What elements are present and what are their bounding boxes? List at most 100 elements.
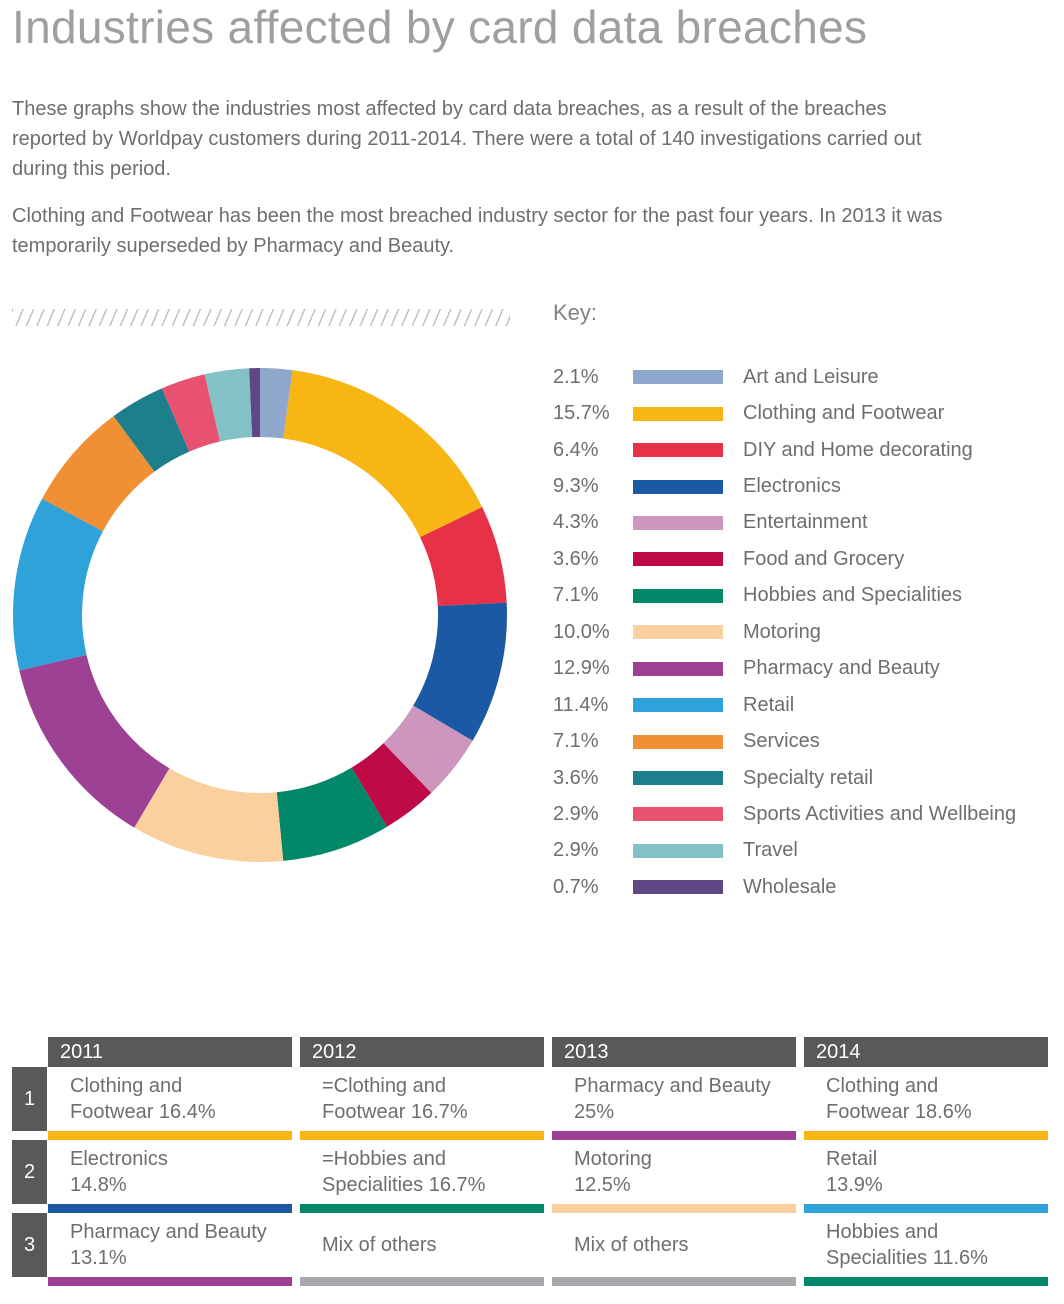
- legend-label: Motoring: [743, 620, 821, 643]
- legend-row-entertainment: 4.3% Entertainment: [553, 505, 1016, 541]
- legend-row-art-and-leisure: 2.1% Art and Leisure: [553, 359, 1016, 395]
- legend-color-swatch: [633, 698, 723, 713]
- year-column-2013: 2013 Pharmacy and Beauty 25% Motoring 12.5…: [552, 1037, 796, 1286]
- legend-percent-label: 6.4%: [553, 438, 599, 461]
- rank-number-3: 3: [12, 1213, 47, 1277]
- table-cell-2011-rank1: Clothing and Footwear 16.4%: [48, 1067, 292, 1131]
- legend-label: Electronics: [743, 475, 841, 498]
- rank-number-1: 1: [12, 1067, 47, 1131]
- legend-color-swatch: [633, 552, 723, 567]
- legend-row-pharmacy-and-beauty: 12.9% Pharmacy and Beauty: [553, 651, 1016, 687]
- legend-row-diy-and-home-decorating: 6.4% DIY and Home decorating: [553, 432, 1016, 468]
- legend-row-services: 7.1% Services: [553, 723, 1016, 759]
- legend-label: Retail: [743, 693, 795, 716]
- donut-slice-services: [42, 416, 155, 532]
- table-cell-bar: [48, 1204, 292, 1213]
- key-label: Key:: [553, 300, 598, 325]
- donut-slice-motoring: [134, 768, 284, 863]
- table-cell-bar: [48, 1277, 292, 1286]
- table-cell-bar: [300, 1204, 544, 1213]
- legend-percent-label: 2.1%: [553, 365, 599, 388]
- table-cell-bar: [552, 1131, 796, 1140]
- legend-color-swatch: [633, 406, 723, 421]
- legend-percent-label: 2.9%: [553, 839, 599, 862]
- legend-percent-label: 0.7%: [553, 875, 599, 898]
- legend-label: DIY and Home decorating: [743, 438, 973, 461]
- table-cell-bar: [48, 1131, 292, 1140]
- legend-percent-label: 15.7%: [553, 402, 610, 425]
- legend-row-sports-activities-and-wellbeing: 2.9% Sports Activities and Wellbeing: [553, 796, 1016, 832]
- table-cell-2013-rank3: Mix of others: [552, 1213, 796, 1277]
- legend-color-swatch: [633, 880, 723, 895]
- rank-number-column: 1 2 3: [12, 1067, 47, 1286]
- donut-slice-electronics: [413, 602, 507, 741]
- legend-row-retail: 11.4% Retail: [553, 687, 1016, 723]
- table-cell-2012-rank3: Mix of others: [300, 1213, 544, 1277]
- table-cell-2013-rank1: Pharmacy and Beauty 25%: [552, 1067, 796, 1131]
- table-cell-bar: [552, 1277, 796, 1286]
- donut-slice-pharmacy-and-beauty: [19, 654, 170, 828]
- table-cell-2014-rank1: Clothing and Footwear 18.6%: [804, 1067, 1048, 1131]
- donut-slice-specialty-retail: [113, 388, 190, 472]
- legend-color-swatch: [633, 588, 723, 603]
- legend-row-wholesale: 0.7% Wholesale: [553, 869, 1016, 905]
- legend-color-swatch: [633, 843, 723, 858]
- legend-color-swatch: [633, 515, 723, 530]
- table-cell-bar: [804, 1204, 1048, 1213]
- donut-slice-travel: [204, 368, 253, 442]
- legend-percent-label: 11.4%: [553, 693, 609, 716]
- donut-slice-sports-activities-and-wellbeing: [161, 374, 221, 452]
- table-cell-text: =Clothing and Footwear 16.7%: [322, 1075, 468, 1123]
- legend-label: Sports Activities and Wellbeing: [743, 802, 1017, 825]
- page-title: Industries affected by card data breache…: [12, 1, 868, 53]
- donut-chart: [13, 368, 507, 863]
- legend-label: Travel: [743, 839, 798, 862]
- legend-percent-label: 4.3%: [553, 511, 599, 534]
- table-cell-text: Pharmacy and Beauty 25%: [574, 1075, 771, 1123]
- table-cell-2012-rank2: =Hobbies and Specialities 16.7%: [300, 1140, 544, 1204]
- legend-label: Services: [743, 730, 820, 753]
- legend-percent-label: 12.9%: [553, 657, 610, 680]
- legend-color-swatch: [633, 443, 723, 458]
- donut-slice-hobbies-and-specialities: [276, 767, 388, 861]
- year-header-2013: 2013: [552, 1037, 796, 1067]
- legend-color-swatch: [633, 479, 723, 494]
- legend-label: Specialty retail: [743, 766, 874, 789]
- donut-slice-entertainment: [383, 705, 473, 793]
- donut-slice-clothing-and-footwear: [283, 370, 483, 538]
- table-cell-bar: [552, 1204, 796, 1213]
- legend-row-clothing-and-footwear: 15.7% Clothing and Footwear: [553, 395, 1016, 431]
- legend-row-electronics: 9.3% Electronics: [553, 468, 1016, 504]
- legend-percent-label: 7.1%: [553, 584, 599, 607]
- table-cell-bar: [300, 1277, 544, 1286]
- legend-percent-label: 2.9%: [553, 802, 599, 825]
- table-cell-text: Clothing and Footwear 18.6%: [826, 1075, 972, 1123]
- table-cell-2011-rank2: Electronics 14.8%: [48, 1140, 292, 1204]
- intro-paragraph-2: Clothing and Footwear has been the most …: [12, 205, 943, 257]
- table-cell-2013-rank2: Motoring 12.5%: [552, 1140, 796, 1204]
- legend-row-specialty-retail: 3.6% Specialty retail: [553, 760, 1016, 796]
- year-column-2014: 2014 Clothing and Footwear 18.6% Retail 13…: [804, 1037, 1048, 1286]
- legend-label: Food and Grocery: [743, 547, 905, 570]
- table-cell-text: Hobbies and Specialities 11.6%: [826, 1221, 988, 1269]
- table-cell-bar: [804, 1131, 1048, 1140]
- year-header-2012: 2012: [300, 1037, 544, 1067]
- legend-color-swatch: [633, 807, 723, 822]
- hatch-divider: [12, 309, 510, 326]
- year-header-2014: 2014: [804, 1037, 1048, 1067]
- donut-slice-diy-and-home-decorating: [420, 507, 507, 607]
- legend-row-travel: 2.9% Travel: [553, 833, 1016, 869]
- donut-slice-art-and-leisure: [260, 368, 293, 439]
- legend-percent-label: 3.6%: [553, 766, 599, 789]
- donut-slice-retail: [13, 498, 103, 671]
- table-cell-text: =Hobbies and Specialities 16.7%: [322, 1148, 486, 1196]
- legend-label: Pharmacy and Beauty: [743, 657, 940, 680]
- table-cell-2012-rank1: =Clothing and Footwear 16.7%: [300, 1067, 544, 1131]
- year-columns: 2011 Clothing and Footwear 16.4% Electroni…: [48, 1037, 1048, 1286]
- table-cell-text: Pharmacy and Beauty 13.1%: [70, 1221, 267, 1269]
- legend-color-swatch: [633, 370, 723, 385]
- legend-label: Clothing and Footwear: [743, 402, 945, 425]
- legend-percent-label: 3.6%: [553, 547, 599, 570]
- table-cell-text: Clothing and Footwear 16.4%: [70, 1075, 216, 1123]
- year-column-2011: 2011 Clothing and Footwear 16.4% Electroni…: [48, 1037, 292, 1286]
